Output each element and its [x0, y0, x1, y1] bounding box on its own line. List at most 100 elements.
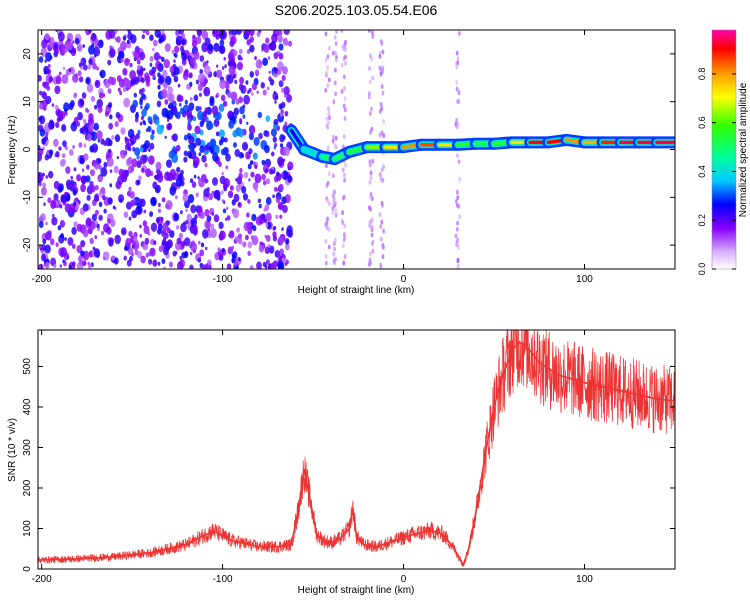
noise-blob [59, 264, 62, 268]
noise-blob [177, 261, 184, 269]
noise-blob [147, 252, 151, 257]
noise-blob [194, 125, 201, 135]
streak-blob [325, 182, 329, 188]
noise-blob [238, 128, 245, 138]
noise-blob [143, 225, 150, 234]
streak-blob [456, 153, 459, 159]
noise-blob [157, 261, 161, 266]
streak-blob [343, 116, 347, 121]
snr-point [442, 533, 445, 536]
noise-blob [261, 173, 266, 181]
noise-blob [195, 105, 200, 112]
noise-blob [61, 124, 67, 132]
noise-blob [47, 64, 51, 68]
streak-blob [456, 220, 459, 226]
noise-blob [64, 108, 68, 113]
noise-blob [45, 95, 52, 105]
noise-blob [54, 104, 59, 111]
streak-blob [342, 74, 346, 80]
noise-blob [98, 92, 104, 99]
noise-blob [218, 221, 224, 230]
noise-blob [161, 107, 169, 118]
streak-blob [455, 65, 459, 70]
noise-blob [127, 165, 134, 174]
noise-blob [76, 245, 83, 254]
noise-blob [171, 134, 175, 141]
noise-blob [258, 244, 265, 253]
noise-blob [196, 30, 202, 37]
noise-blob [247, 163, 252, 170]
noise-blob [45, 175, 49, 179]
noise-blob [129, 70, 137, 80]
snr-point [411, 533, 414, 536]
noise-blob [180, 210, 183, 215]
noise-blob [266, 86, 270, 91]
noise-blob [146, 82, 149, 86]
noise-blob [115, 180, 122, 190]
noise-blob [92, 63, 97, 70]
noise-blob [124, 137, 130, 145]
x-tick-label: -100 [213, 574, 233, 585]
noise-blob [236, 176, 242, 185]
noise-blob [123, 97, 131, 108]
colorbar: 0.0 0.2 0.4 0.6 0.8 Normalized spectral ampl… [697, 29, 749, 275]
noise-blob [269, 42, 274, 49]
noise-blob [213, 214, 220, 223]
noise-blob [64, 237, 67, 241]
noise-blob [193, 51, 200, 60]
noise-blob [176, 237, 182, 245]
noise-blob [175, 144, 181, 152]
streak-blob [340, 89, 344, 94]
noise-blob [49, 55, 53, 60]
noise-blob [277, 156, 284, 166]
noise-blob [204, 219, 211, 230]
noise-blob [45, 132, 49, 137]
x-tick-label: 100 [576, 274, 593, 285]
noise-blob [97, 39, 104, 49]
noise-blob [274, 250, 280, 258]
noise-blob [140, 147, 144, 153]
noise-blob [278, 80, 284, 88]
streak-blob [340, 62, 344, 68]
streak-blob [333, 143, 337, 148]
noise-blob [238, 257, 241, 262]
noise-blob [125, 237, 132, 247]
noise-blob [157, 84, 161, 90]
streak-blob [327, 227, 331, 232]
streak-blob [371, 248, 375, 254]
noise-blob [43, 202, 46, 206]
noise-blob [221, 66, 225, 70]
noise-blob [128, 216, 132, 221]
snr-xlabel: Height of straight line (km) [298, 585, 415, 596]
streak-blob [379, 262, 383, 268]
noise-blob [254, 69, 260, 76]
streak-blob [333, 246, 336, 252]
noise-blob [182, 177, 185, 181]
snr-point [339, 537, 342, 540]
noise-blob [265, 115, 271, 123]
noise-blob [100, 186, 106, 194]
noise-blob [265, 223, 269, 228]
noise-blob [273, 90, 276, 95]
snr-point [556, 373, 559, 376]
noise-blob [256, 31, 261, 37]
noise-blob [217, 247, 221, 253]
noise-blob [126, 39, 130, 45]
noise-blob [59, 220, 66, 228]
noise-blob [182, 193, 189, 202]
noise-blob [213, 118, 220, 127]
noise-blob [155, 119, 160, 126]
noise-blob [80, 57, 87, 66]
y-tick-label: 20 [22, 48, 33, 60]
streak-blob [334, 50, 337, 56]
streak-blob [343, 177, 346, 183]
noise-blob [233, 142, 237, 148]
noise-blob [151, 129, 155, 135]
noise-blob [86, 133, 93, 142]
noise-blob [284, 262, 288, 266]
noise-blob [250, 235, 254, 240]
streak-blob [382, 118, 385, 124]
noise-blob [62, 259, 65, 263]
noise-blob [173, 75, 179, 83]
noise-blob [64, 203, 72, 213]
